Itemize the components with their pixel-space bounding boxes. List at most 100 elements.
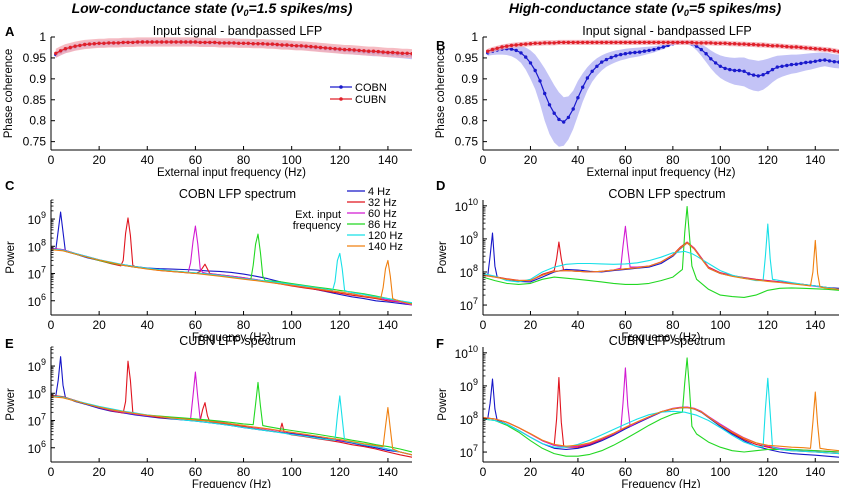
series-cubn-point [675, 40, 680, 45]
series-cubn-point [208, 40, 212, 45]
panel-f: F CUBN LFP spectrum 0 20 40 60 80 100 120 140 107 1… [436, 334, 839, 488]
y-tick-label: 107 [28, 412, 46, 429]
series-cobn-point [585, 76, 590, 80]
x-tick-label: 0 [48, 318, 55, 332]
series-cobn-point [737, 68, 741, 73]
series-cubn-point [203, 40, 207, 45]
panel-letter: D [436, 178, 445, 193]
series-cubn-point [160, 40, 164, 44]
series-cobn-point [808, 60, 813, 64]
y-tick-label: 0.95 [455, 51, 479, 65]
y-tick-label: 0.85 [455, 93, 479, 107]
y-tick-label: 1 [39, 30, 46, 44]
panel-b: B Input signal - bandpassed LFP 0 20 40 60 80 1… [435, 24, 839, 179]
series-cubn-point [699, 41, 703, 45]
series-cubn-point [410, 52, 412, 56]
series-cubn-point [232, 41, 236, 45]
series-cubn-point [528, 42, 533, 46]
series-cubn-point [713, 41, 718, 45]
series-cubn-point [827, 48, 832, 52]
x-tick-label: 100 [710, 153, 730, 167]
panel-letter: E [5, 336, 14, 351]
series-cubn-point [83, 42, 87, 47]
series-cubn-point [357, 48, 361, 53]
series-cubn-point [623, 40, 628, 45]
series-cubn-point [222, 41, 226, 45]
plot-area [54, 37, 412, 60]
x-axis-label: External input frequency (Hz) [587, 167, 736, 179]
series-cubn-point [794, 45, 798, 49]
legend-label: 120 Hz [368, 230, 403, 242]
series-cubn-point [256, 42, 260, 46]
series-cobn-point [732, 68, 737, 73]
series-cobn-point [799, 61, 803, 66]
series-4-hz-line [483, 378, 839, 458]
series-cubn-point [97, 41, 101, 45]
series-cobn-point [590, 69, 594, 74]
x-tick-label: 100 [282, 465, 302, 479]
series-cobn-point [566, 115, 571, 120]
series-cubn-point [509, 43, 514, 48]
y-tick-label: 108 [28, 384, 46, 401]
series-cubn-point [671, 40, 675, 45]
series-cubn-point [505, 44, 509, 48]
series-cubn-point [661, 40, 666, 45]
series-cobn-point [543, 91, 547, 96]
series-cubn-point [280, 43, 284, 47]
series-cubn-point [299, 44, 303, 48]
series-cubn-point [285, 43, 289, 47]
series-86-hz-line [483, 357, 839, 457]
x-tick-label: 60 [619, 465, 633, 479]
series-cubn-point [533, 41, 537, 45]
series-cubn-point [381, 50, 385, 54]
series-cubn-point [604, 40, 609, 45]
plot-area [51, 356, 412, 458]
series-cubn-point [581, 40, 585, 45]
series-cubn-point [309, 44, 313, 49]
series-cobn-point [642, 49, 647, 53]
series-cubn-point [362, 49, 366, 53]
panel-letter: B [436, 38, 445, 53]
y-tick-label: 0.8 [29, 114, 46, 128]
series-cubn-point [246, 41, 250, 45]
y-axis-label: Power [437, 388, 449, 421]
series-cubn-point [642, 40, 647, 45]
series-cobn-point [785, 63, 789, 68]
y-axis-label: Phase coherence [435, 49, 447, 139]
series-cubn-point [92, 42, 97, 46]
series-cubn-point [376, 49, 380, 54]
plot-area [51, 211, 412, 306]
y-tick-label: 107 [460, 443, 478, 460]
series-cobn-point [827, 59, 832, 63]
series-cubn-point [789, 45, 794, 49]
legend-label: COBN [355, 82, 387, 94]
series-cubn-point [571, 40, 575, 45]
series-cubn-point [116, 41, 121, 45]
x-tick-label: 60 [619, 318, 633, 332]
panel-title: Input signal - bandpassed LFP [582, 24, 752, 38]
series-cobn-point [718, 64, 722, 69]
series-cobn-point [557, 117, 561, 122]
series-140-hz-line [483, 239, 839, 290]
series-cubn-point [685, 40, 689, 45]
series-120-hz-line [483, 377, 839, 455]
series-cubn-point [314, 45, 318, 49]
y-tick-label: 0.75 [23, 135, 47, 149]
series-cubn-point [519, 42, 523, 47]
series-cobn-point [628, 51, 632, 55]
series-cubn-point [514, 43, 518, 47]
series-cubn-point [304, 44, 308, 48]
series-cubn-point [391, 50, 395, 55]
series-140-hz-line [483, 391, 839, 452]
series-cobn-point [742, 69, 746, 74]
series-cobn-point [709, 57, 713, 61]
series-120-hz-line [483, 223, 839, 290]
series-cubn-point [709, 41, 713, 45]
legend-label: 86 Hz [368, 219, 397, 231]
panel-title: Input signal - bandpassed LFP [153, 24, 323, 38]
x-tick-label: 80 [666, 318, 680, 332]
series-cubn-point [342, 47, 347, 52]
x-tick-label: 120 [758, 318, 778, 332]
series-cubn-point [265, 42, 270, 46]
